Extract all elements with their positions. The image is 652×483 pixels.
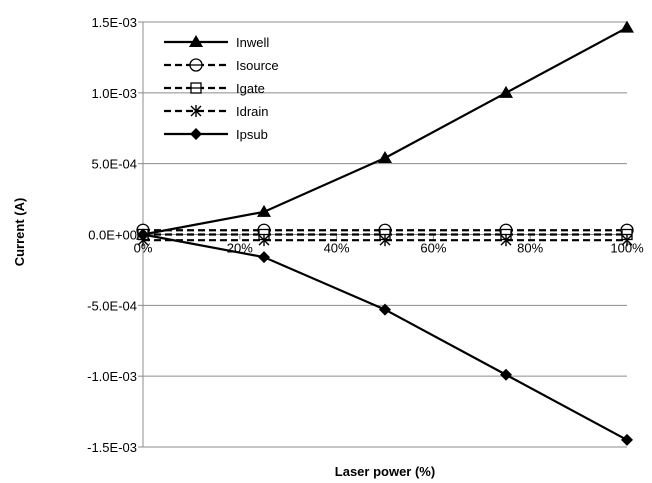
y-tick-label: -1.0E-03	[87, 369, 137, 384]
diamond-marker	[258, 251, 270, 264]
diamond-marker	[500, 368, 512, 381]
gridlines	[143, 21, 627, 448]
x-tick-label: 80%	[517, 241, 543, 256]
legend-label: Inwell	[236, 35, 269, 50]
series-inwell	[136, 20, 634, 240]
x-tick-label: 100%	[610, 241, 644, 256]
legend: Inwell Isource Igate Idrain Ipsub	[164, 35, 279, 142]
circle-marker	[189, 58, 203, 72]
x-axis-title: Laser power (%)	[335, 464, 435, 479]
legend-entry: Ipsub	[164, 127, 268, 142]
y-axis-title: Current (A)	[12, 198, 27, 267]
y-tick-label: 5.0E-04	[91, 157, 137, 172]
legend-entry: Isource	[164, 58, 279, 73]
y-tick-label: 0.0E+00	[88, 228, 137, 243]
legend-label: Isource	[236, 58, 279, 73]
diamond-marker	[137, 228, 149, 241]
legend-label: Igate	[236, 81, 265, 96]
diamond-marker	[379, 303, 391, 316]
series-idrain	[137, 234, 633, 247]
asterisk-marker	[190, 105, 202, 117]
y-tick-label: -1.5E-03	[87, 440, 137, 455]
y-tick-label: 1.5E-03	[91, 15, 137, 30]
asterisk-marker	[500, 234, 512, 247]
triangle-marker	[499, 85, 513, 98]
asterisk-marker	[379, 234, 391, 247]
triangle-marker	[378, 151, 392, 163]
legend-label: Ipsub	[236, 127, 268, 142]
x-tick-label: 40%	[324, 241, 350, 256]
asterisk-marker	[258, 234, 270, 247]
legend-entry: Idrain	[164, 104, 269, 119]
series-line	[142, 233, 628, 441]
diamond-marker	[621, 433, 633, 446]
triangle-marker	[257, 204, 271, 217]
square-marker	[190, 82, 202, 94]
y-tick-label: 1.0E-03	[91, 86, 137, 101]
triangle-marker	[620, 20, 634, 33]
x-tick-label: 60%	[420, 241, 446, 256]
asterisk-marker	[621, 234, 633, 247]
series-group	[136, 20, 634, 446]
series-line	[142, 26, 628, 236]
legend-entry: Inwell	[164, 35, 269, 50]
legend-label: Idrain	[236, 104, 269, 119]
y-tick-label: -5.0E-04	[87, 298, 137, 313]
legend-entry: Igate	[164, 81, 265, 96]
diamond-marker	[190, 128, 202, 140]
series-ipsub	[137, 228, 633, 446]
triangle-marker	[189, 35, 203, 47]
